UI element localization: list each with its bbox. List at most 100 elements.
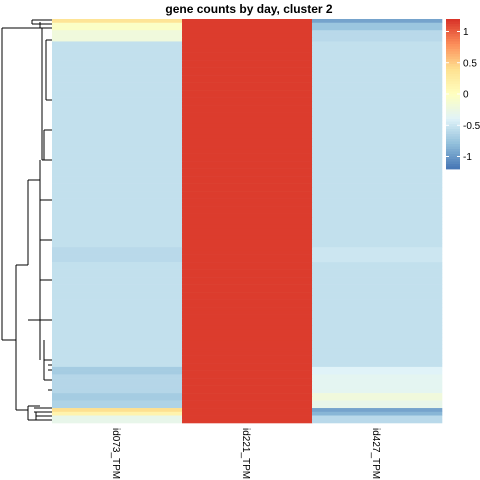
heatmap-cell [182,385,313,390]
heatmap-cell [52,329,183,334]
heatmap-cell [312,78,443,83]
heatmap-cell [312,30,443,35]
heatmap-cell [312,157,443,162]
heatmap-cell [312,67,443,72]
heatmap-cell [52,97,183,102]
heatmap-cell [312,393,443,398]
heatmap-cell [52,295,183,300]
heatmap-cell [182,157,313,162]
heatmap-cell [182,378,313,383]
row-dendrogram [1,19,52,421]
heatmap-cell [312,213,443,218]
heatmap-cell [52,198,183,203]
legend-swatch [446,19,460,22]
legend-swatch [446,121,460,125]
heatmap-cell [312,161,443,166]
heatmap-cell [182,408,313,413]
heatmap-cell [182,322,313,327]
heatmap-cell [52,348,183,353]
heatmap-cell [52,116,183,121]
legend-swatch [446,144,460,147]
legend-swatch [446,156,460,160]
heatmap-cell [182,209,313,214]
heatmap-cell [52,213,183,218]
heatmap-cell [312,217,443,222]
heatmap-cell [182,310,313,315]
heatmap-cell [52,209,183,214]
heatmap-cell [312,265,443,270]
heatmap-cell [182,351,313,356]
heatmap-cell [52,127,183,132]
heatmap-cell [312,250,443,255]
heatmap-cell [182,277,313,282]
heatmap-cell [182,359,313,364]
legend-swatch [446,86,460,90]
legend-swatch [446,129,460,132]
heatmap-cell [52,37,183,42]
heatmap-cell [182,63,313,68]
heatmap-cell [312,254,443,259]
heatmap-cell [312,142,443,147]
heatmap-cell [52,71,183,76]
legend-swatch [446,134,460,137]
heatmap-cell [182,120,313,125]
heatmap-cell [312,60,443,65]
heatmap-cell [52,303,183,308]
heatmap-cell [312,191,443,196]
legend-swatch [446,24,460,27]
legend-swatch [446,69,460,72]
column-label: id427_TPM [370,428,381,479]
heatmap-cell [312,116,443,121]
heatmap-cell [52,123,183,128]
heatmap-cell [52,277,183,282]
legend-swatch [446,96,460,100]
heatmap-cell [52,134,183,140]
heatmap-cell [312,45,443,50]
legend-tick-label: 0.5 [463,58,477,69]
legend-swatch [446,114,460,117]
heatmap-cell [312,228,443,233]
heatmap-cell [182,415,313,420]
legend-swatch [446,141,460,145]
heatmap-cell [312,381,443,386]
heatmap-cell [312,206,443,211]
heatmap-cell [52,243,183,248]
legend-swatch [446,46,460,50]
heatmap-cell [182,333,313,338]
heatmap-cell [182,235,313,241]
legend-swatch [446,59,460,62]
heatmap-cell [52,228,183,233]
legend-swatch [446,39,460,42]
heatmap-cell [182,187,313,192]
heatmap-cell [182,314,313,319]
legend-swatch [446,166,460,170]
heatmap-cell [312,351,443,356]
heatmap-cell [52,299,183,304]
heatmap-cell [182,56,313,61]
legend-swatch [446,116,460,120]
heatmap-cell [312,86,443,91]
heatmap-cell [52,250,183,255]
legend-swatch [446,74,460,77]
heatmap-cell [52,396,183,401]
heatmap-cell [182,265,313,270]
heatmap-cell [312,333,443,338]
heatmap-cell [52,138,183,143]
heatmap-cell [182,292,313,297]
heatmap-cell [182,404,313,409]
heatmap-cell [182,179,313,184]
heatmap-cell [312,22,443,27]
heatmap-cell [52,33,183,39]
heatmap-cell [52,179,183,184]
legend-swatch [446,41,460,45]
heatmap-cell [182,389,313,394]
heatmap-cell [52,26,183,31]
heatmap-cell [312,172,443,177]
legend-swatch [446,21,460,25]
heatmap-cell [312,123,443,128]
heatmap-cell [312,363,443,368]
heatmap-cell [312,90,443,95]
legend-swatch [446,149,460,152]
heatmap-cell [182,168,313,173]
heatmap-cell [182,41,313,46]
